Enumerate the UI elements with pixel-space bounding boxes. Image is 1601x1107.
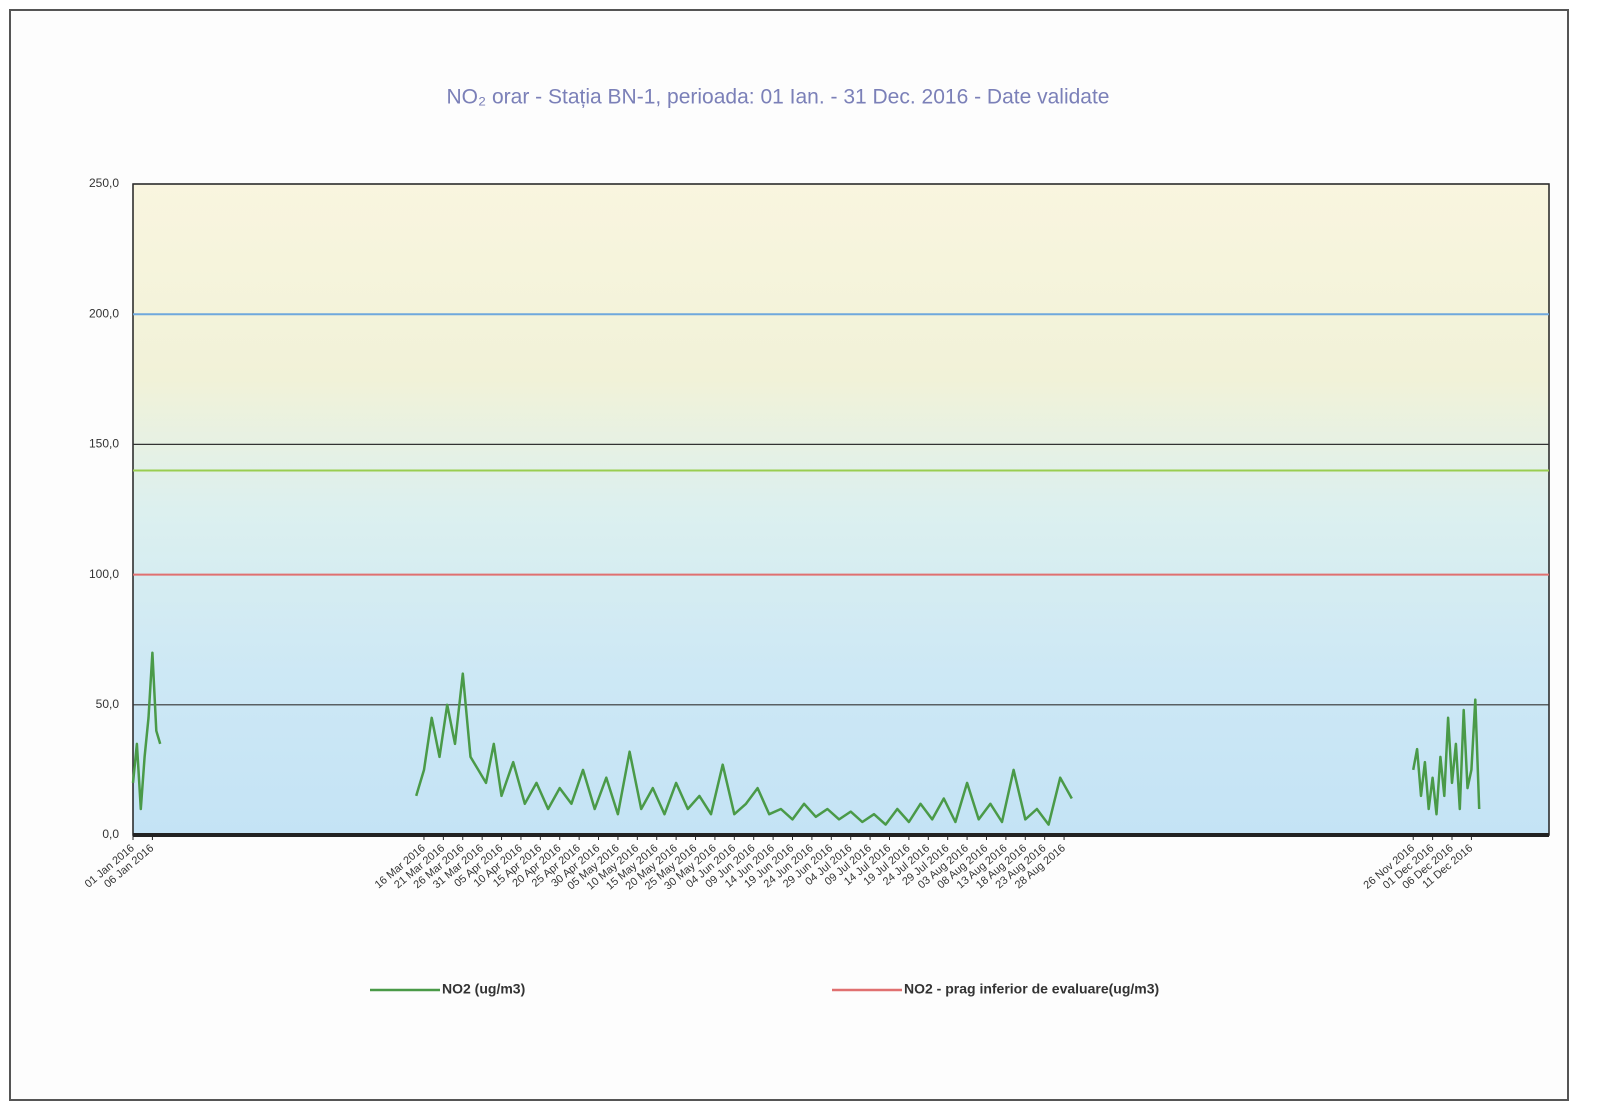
y-tick-label: 150,0 bbox=[89, 437, 119, 451]
data-line bbox=[415, 672, 1073, 826]
y-tick-label: 100,0 bbox=[89, 567, 119, 581]
y-tick-label: 200,0 bbox=[89, 306, 119, 320]
y-tick-label: 0,0 bbox=[102, 827, 119, 841]
chart-title: NO₂ orar - Stația BN-1, perioada: 01 Ian… bbox=[447, 86, 1110, 109]
legend-label: NO2 - prag inferior de evaluare(ug/m3) bbox=[904, 981, 1159, 997]
data-line bbox=[131, 651, 162, 811]
plot-area bbox=[132, 183, 1550, 836]
data-line bbox=[1411, 698, 1481, 816]
y-tick-label: 50,0 bbox=[96, 697, 120, 711]
legend-label: NO2 (ug/m3) bbox=[442, 981, 525, 997]
y-tick-label: 250,0 bbox=[89, 176, 119, 190]
